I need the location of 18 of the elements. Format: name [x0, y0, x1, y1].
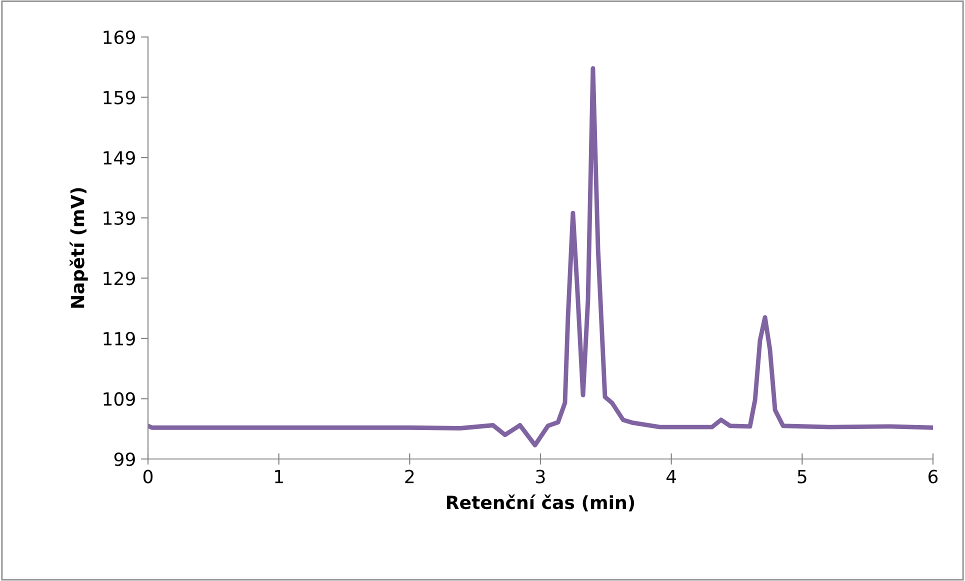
x-axis-title: Retenční čas (min) — [447, 494, 634, 512]
y-tick-label: 109 — [104, 392, 135, 406]
x-tick-label: 0 — [143, 470, 153, 484]
x-tick-label: 6 — [928, 470, 938, 484]
x-tick-label: 5 — [798, 470, 806, 484]
y-tick-label: 99 — [114, 452, 135, 466]
y-tick-label: 159 — [104, 90, 135, 104]
x-tick-label: 2 — [405, 470, 414, 484]
y-tick-label: 119 — [104, 332, 135, 346]
y-tick-label: 149 — [104, 151, 135, 165]
x-tick-label: 1 — [275, 470, 283, 484]
y-axis-title: Napětí (mV) — [70, 188, 88, 308]
x-tick-label: 4 — [666, 470, 676, 484]
line-series — [148, 66, 933, 448]
y-tick-label: 129 — [104, 272, 135, 286]
x-tick-label: 3 — [536, 470, 545, 484]
y-tick-label: 139 — [104, 211, 135, 225]
y-tick-label: 169 — [104, 30, 135, 44]
